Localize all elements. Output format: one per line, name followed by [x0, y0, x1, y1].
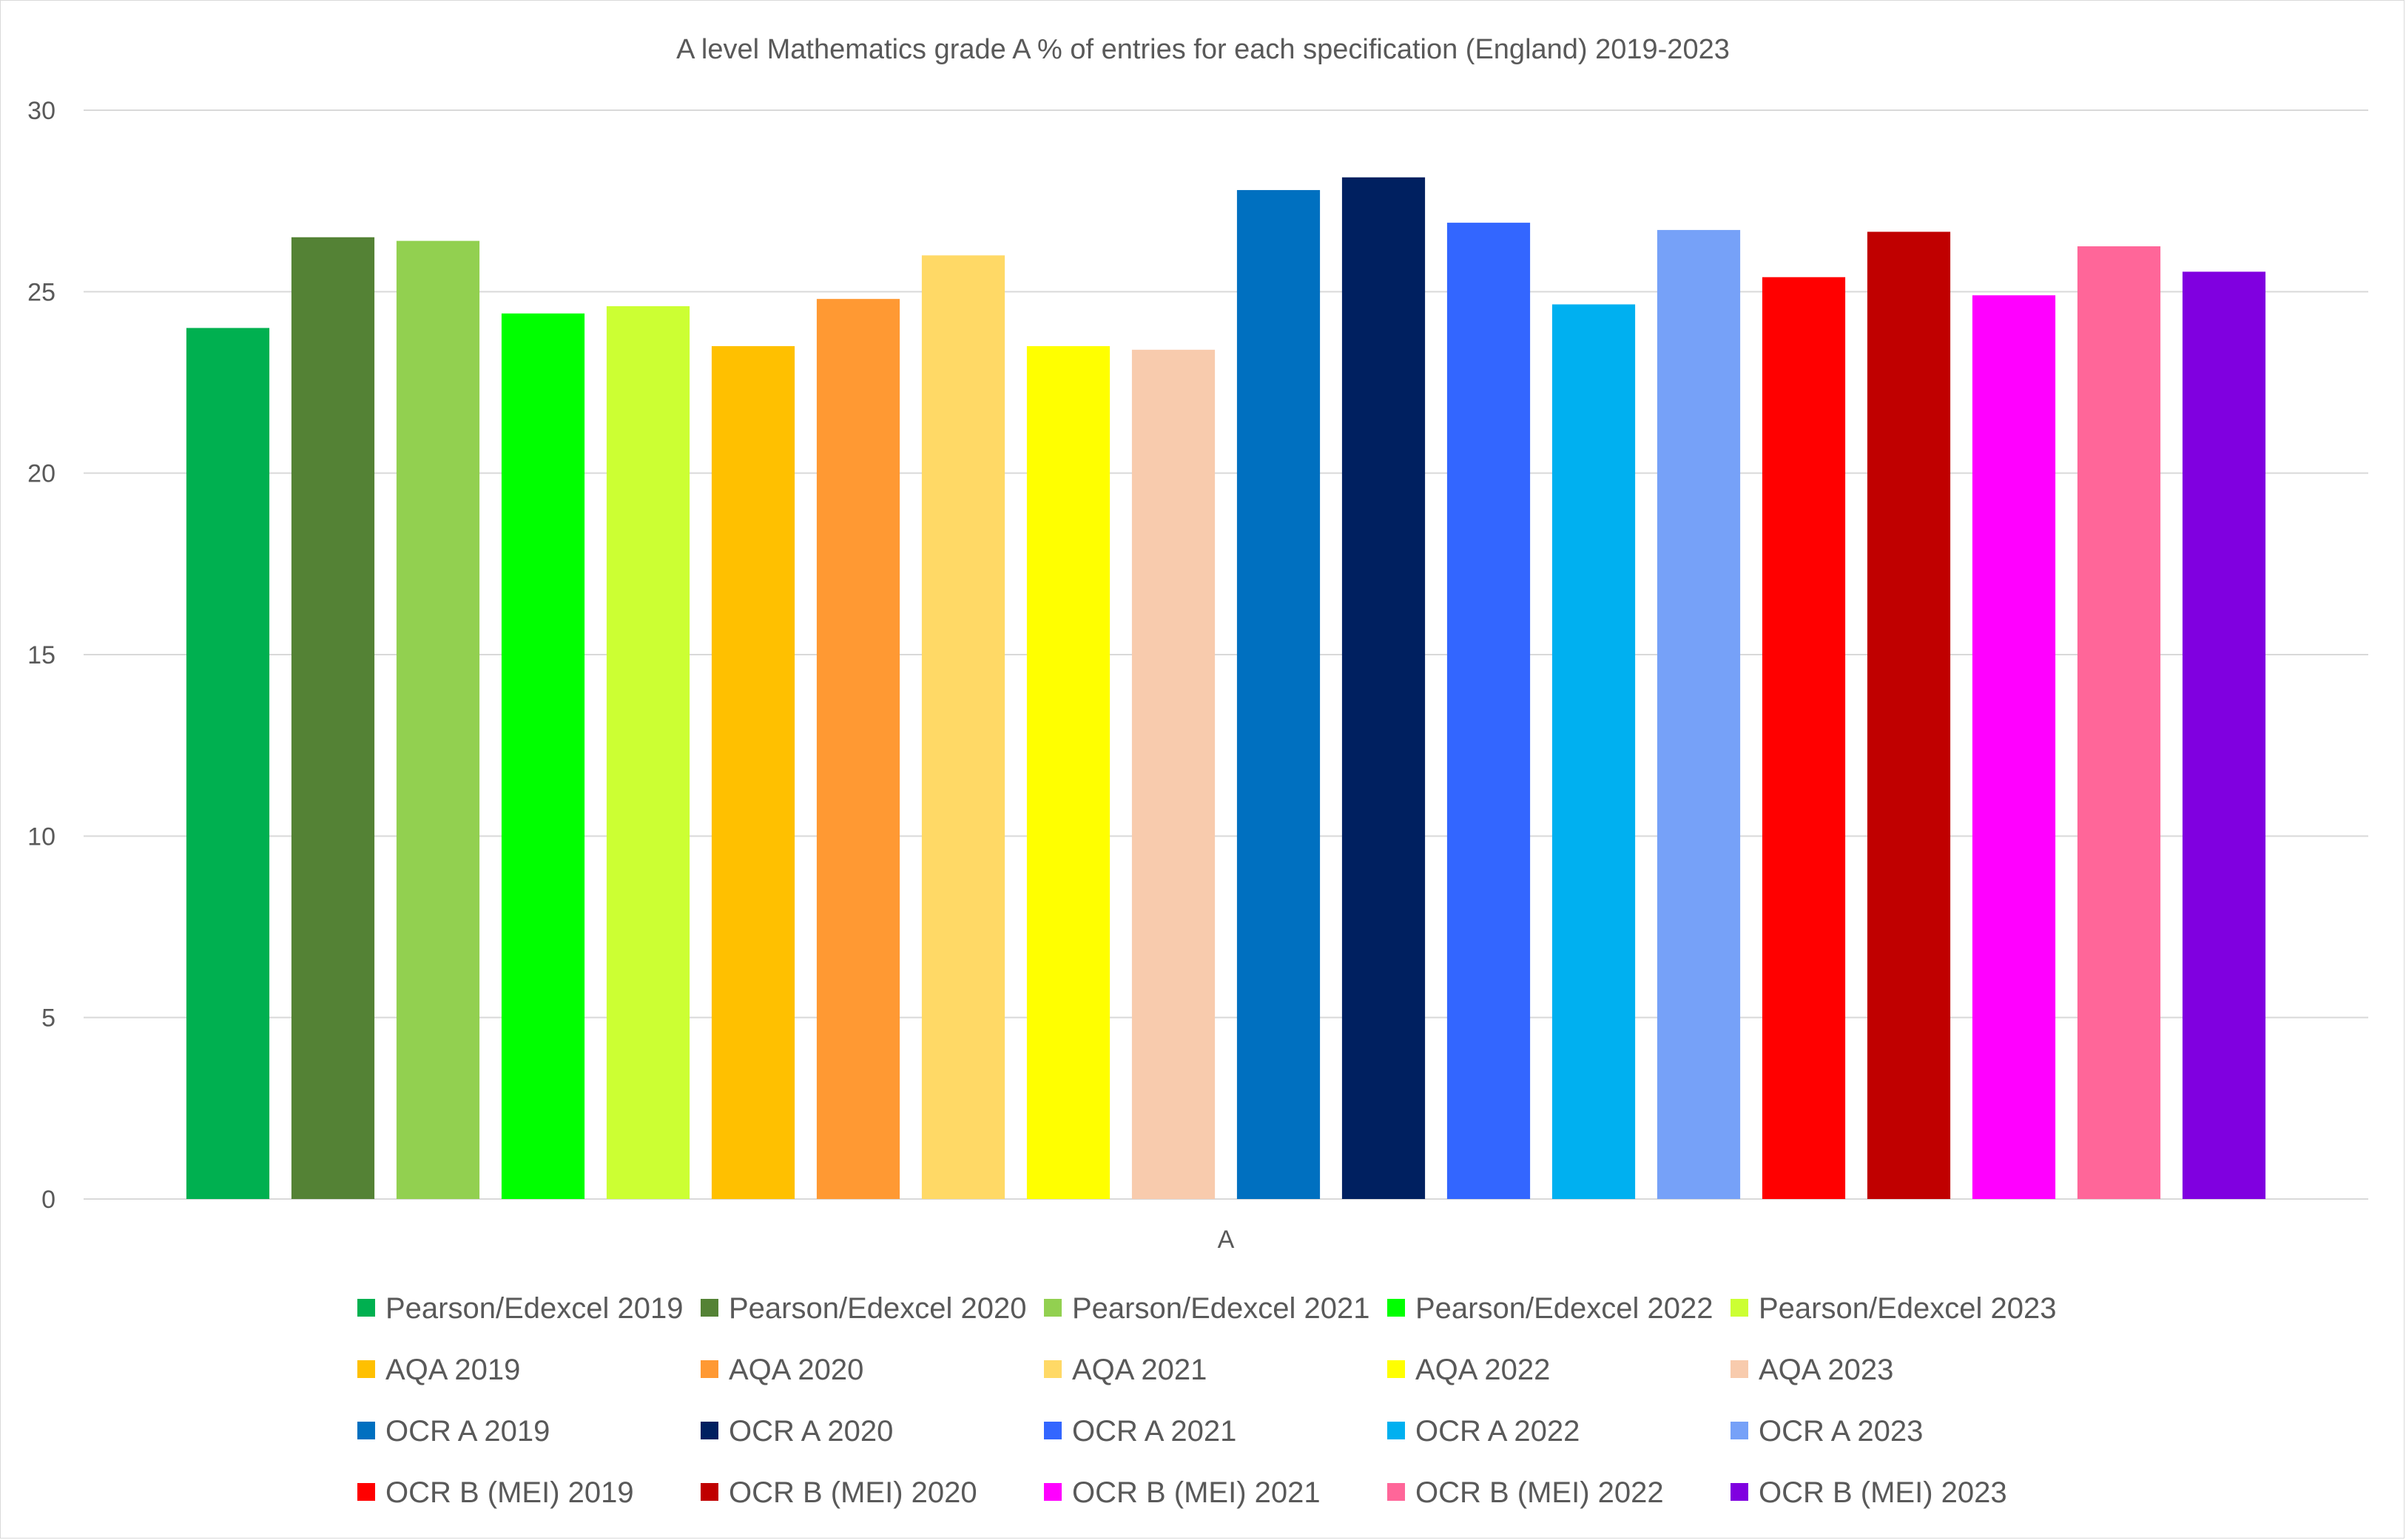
legend-swatch [1387, 1360, 1405, 1378]
bar [2077, 246, 2161, 1199]
bar [501, 313, 585, 1200]
bar [1446, 223, 1531, 1199]
y-tick-label: 20 [27, 460, 55, 488]
legend-swatch [357, 1483, 375, 1501]
bar [2182, 271, 2266, 1199]
legend-swatch [1731, 1299, 1748, 1317]
legend-swatch [1731, 1483, 1748, 1501]
bar [921, 255, 1005, 1200]
legend-label: AQA 2020 [729, 1354, 863, 1386]
legend-label: Pearson/Edexcel 2022 [1415, 1292, 1713, 1325]
legend-label: OCR B (MEI) 2020 [729, 1476, 977, 1509]
legend-swatch [1731, 1422, 1748, 1439]
bar [711, 345, 795, 1199]
legend-label: OCR B (MEI) 2021 [1072, 1476, 1321, 1509]
legend-swatch [1044, 1422, 1062, 1439]
legend-label: OCR A 2023 [1759, 1415, 1923, 1448]
legend-label: Pearson/Edexcel 2019 [385, 1292, 684, 1325]
bar [396, 240, 480, 1199]
legend-label: Pearson/Edexcel 2023 [1759, 1292, 2057, 1325]
y-axis-ticks: 0 5 10 15 20 25 30 [27, 97, 55, 1214]
bar [1236, 189, 1321, 1199]
legend-swatch [1044, 1299, 1062, 1317]
bars [186, 177, 2266, 1200]
legend-label: AQA 2022 [1415, 1354, 1550, 1386]
legend-swatch [357, 1422, 375, 1439]
legend-label: Pearson/Edexcel 2021 [1072, 1292, 1370, 1325]
legend-swatch [1044, 1360, 1062, 1378]
bar [186, 328, 270, 1199]
legend-swatch [1387, 1483, 1405, 1501]
legend-label: Pearson/Edexcel 2020 [729, 1292, 1027, 1325]
bar [1131, 349, 1216, 1200]
legend-label: AQA 2023 [1759, 1354, 1893, 1386]
legend-label: OCR B (MEI) 2023 [1759, 1476, 2007, 1509]
legend-swatch [701, 1360, 718, 1378]
bar [1551, 304, 1636, 1200]
bar [1657, 229, 1741, 1199]
legend-swatch [701, 1299, 718, 1317]
y-tick-label: 30 [27, 97, 55, 125]
bar [816, 299, 900, 1199]
chart-title: A level Mathematics grade A % of entries… [676, 34, 1730, 65]
legend-swatch [701, 1483, 718, 1501]
y-tick-label: 5 [41, 1004, 55, 1033]
legend-swatch [1044, 1483, 1062, 1501]
legend-label: OCR B (MEI) 2019 [385, 1476, 634, 1509]
legend: Pearson/Edexcel 2019 Pearson/Edexcel 2020… [357, 1292, 2057, 1509]
bar [1026, 345, 1111, 1199]
legend-label: OCR B (MEI) 2022 [1415, 1476, 1664, 1509]
bar [606, 305, 690, 1200]
legend-swatch [1387, 1422, 1405, 1439]
legend-swatch [357, 1360, 375, 1378]
legend-swatch [357, 1299, 375, 1317]
x-category-label: A [1218, 1226, 1235, 1254]
y-tick-label: 0 [41, 1186, 55, 1214]
bar [1341, 177, 1426, 1200]
legend-swatch [1731, 1360, 1748, 1378]
bar [291, 237, 375, 1199]
legend-label: OCR A 2019 [385, 1415, 550, 1448]
y-tick-label: 15 [27, 641, 55, 669]
legend-swatch [1387, 1299, 1405, 1317]
legend-label: OCR A 2021 [1072, 1415, 1236, 1448]
bar [1972, 295, 2056, 1199]
legend-label: OCR A 2022 [1415, 1415, 1580, 1448]
y-tick-label: 10 [27, 823, 55, 851]
legend-swatch [701, 1422, 718, 1439]
y-tick-label: 25 [27, 278, 55, 306]
legend-label: AQA 2021 [1072, 1354, 1207, 1386]
bar [1762, 277, 1846, 1199]
bar [1867, 232, 1951, 1200]
legend-label: AQA 2019 [385, 1354, 520, 1386]
legend-label: OCR A 2020 [729, 1415, 893, 1448]
